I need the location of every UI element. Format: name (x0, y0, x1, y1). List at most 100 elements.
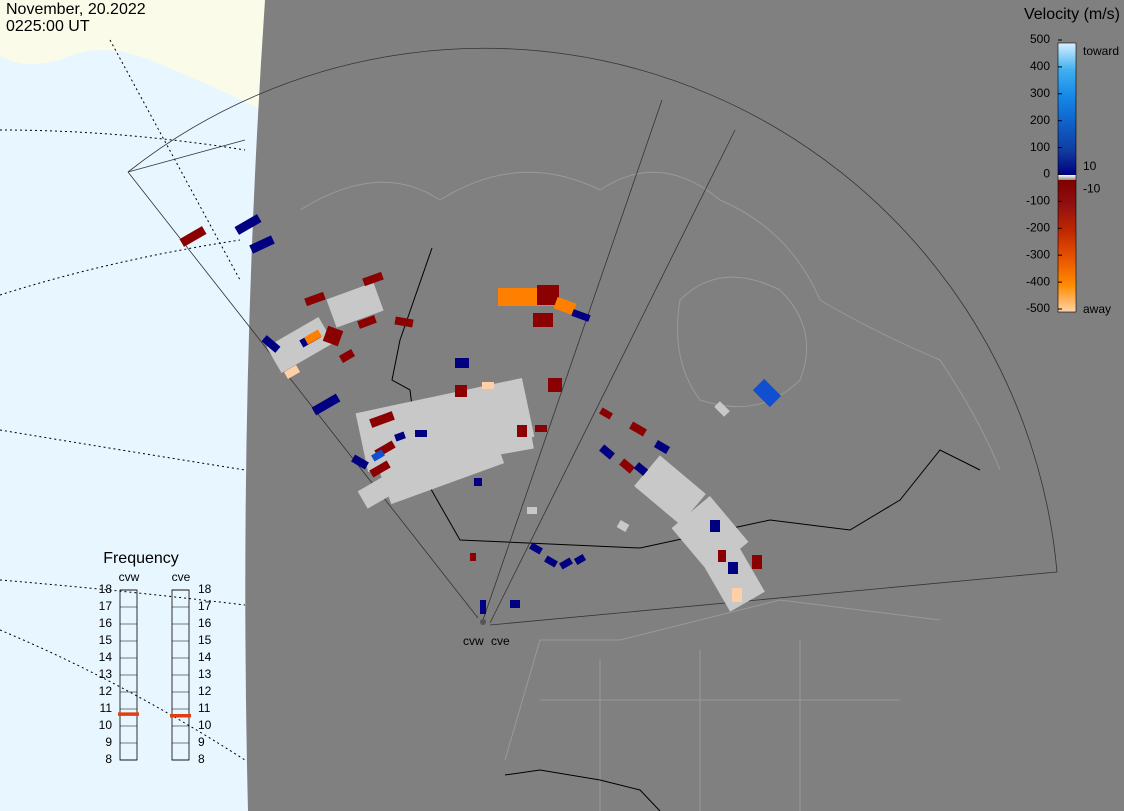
colorbar-title: Velocity (m/s) (1024, 6, 1120, 23)
scatter-cell (510, 600, 520, 608)
colorbar-tick-label: 10 (1083, 159, 1097, 173)
scatter-cell (599, 407, 613, 420)
scatter-cell (732, 588, 742, 602)
map-disk (245, 0, 1124, 811)
station-label: cvw (463, 634, 484, 648)
scatter-cell (634, 455, 706, 525)
scatter-cell (553, 296, 577, 316)
station-label: cve (491, 634, 510, 648)
gauge-tick-label: 9 (105, 735, 112, 749)
scatter-cell (544, 555, 558, 568)
gauge-tick-label: 11 (100, 701, 113, 715)
radar-name: cvw (119, 570, 140, 584)
station-marker (480, 619, 486, 625)
frequency-gauges: cvw 18 17 16 15 14 13 12 11 10 9 8 cve 18 17 16 15 14 13 12… (99, 570, 212, 766)
colorbar-tick-label: 200 (1030, 113, 1050, 127)
gauge-tick-label: 13 (198, 667, 212, 681)
scatter-cell (371, 449, 385, 462)
scatter-cell (322, 325, 344, 347)
borders (391, 247, 981, 811)
scatter-cell (548, 378, 562, 392)
scatter-cell (311, 393, 341, 416)
gauge-tick-label: 16 (99, 616, 113, 630)
scatter-cell (357, 471, 403, 509)
colorbar-end-label: away (1083, 302, 1111, 316)
scatter-cell (619, 458, 635, 474)
scatter-cell (527, 507, 537, 514)
scatter-cell (362, 271, 384, 287)
date: November, 20.2022 (6, 1, 146, 18)
scatter-cell (517, 425, 527, 437)
gauge-tick-label: 13 (99, 667, 113, 681)
scatter-cell (535, 425, 547, 432)
scatter-cell (529, 542, 543, 555)
scatter-cell (394, 316, 414, 328)
scatter-cell (710, 520, 720, 532)
scatter-cell (261, 335, 281, 353)
scatter-cell (249, 235, 275, 254)
scatter-cell (480, 600, 486, 614)
scatter-cell (728, 562, 738, 574)
gauge-tick-label: 16 (198, 616, 212, 630)
colorbar-tick-label: 500 (1030, 32, 1050, 46)
gauge-tick-label: 8 (105, 752, 112, 766)
scatter-cell (234, 214, 262, 235)
gauge-tick-label: 10 (198, 718, 212, 732)
colorbar-tick-label: -400 (1026, 274, 1050, 288)
time: 0225:00 UT (6, 18, 90, 35)
scatter-cell (482, 382, 494, 389)
scatter-cell (537, 285, 559, 305)
scatter-cell (304, 329, 322, 345)
scatter-cell (415, 430, 427, 437)
frequency-title: Frequency (103, 550, 179, 567)
colorbar-tick-label: 0 (1043, 167, 1050, 181)
gauge-tick-label: 15 (99, 633, 113, 647)
scatter-cell (351, 454, 369, 470)
scatter-cell (653, 440, 671, 454)
scatter-cell (752, 555, 762, 569)
gauge-tick-label: 11 (198, 701, 211, 715)
scatter-cell (629, 421, 647, 437)
scatter-cell (179, 226, 207, 247)
scatter-cell (455, 358, 469, 368)
gauge-tick-label: 18 (99, 582, 113, 596)
scatter-cell (304, 291, 326, 307)
colorbar-tick-label: 100 (1030, 140, 1050, 154)
coastlines (299, 171, 1001, 811)
scatter-cell (714, 401, 730, 417)
colorbar-end-label: toward (1083, 44, 1119, 58)
scatter-cell (718, 550, 726, 562)
scatter-cell (470, 553, 476, 561)
gauge-tick-label: 12 (99, 684, 113, 698)
scatter-cell (559, 557, 573, 570)
scatter-cell (369, 411, 395, 428)
scatter-cell (326, 282, 384, 328)
colorbar-tick-label: -300 (1026, 247, 1050, 261)
scatter-cell (571, 309, 591, 322)
colorbar-tick-label: 400 (1030, 59, 1050, 73)
colorbar-axis: 500 400 300 200 100 0 -100 -200 -300 -400 -500 10 -1… (1026, 32, 1119, 316)
scatter-cell (357, 315, 377, 329)
colorbar-tick-label: 300 (1030, 86, 1050, 100)
gauge-tick-label: 14 (198, 650, 212, 664)
scatter-cell (455, 385, 467, 397)
scatter-cell (394, 431, 406, 442)
colorbar-tick-label: -500 (1026, 301, 1050, 315)
scatter-cell (338, 349, 356, 363)
colorbar-tick-label: -100 (1026, 194, 1050, 208)
gauge-tick-label: 14 (99, 650, 113, 664)
scatter-cell (456, 399, 534, 461)
scatter-cell (369, 460, 391, 478)
scatter-cell (599, 444, 615, 460)
gauge-tick-label: 10 (99, 718, 113, 732)
radar-fans (127, 47, 1058, 626)
radar-name: cve (172, 570, 191, 584)
scatter-cell (573, 553, 587, 566)
gauge-tick-label: 12 (198, 684, 212, 698)
scatter-cell (533, 313, 553, 327)
scatter-cell (705, 548, 765, 612)
gauge-tick-label: 15 (198, 633, 212, 647)
scatter-cell (752, 378, 782, 408)
gauge-tick-label: 8 (198, 752, 205, 766)
scatter-cells (179, 214, 782, 614)
